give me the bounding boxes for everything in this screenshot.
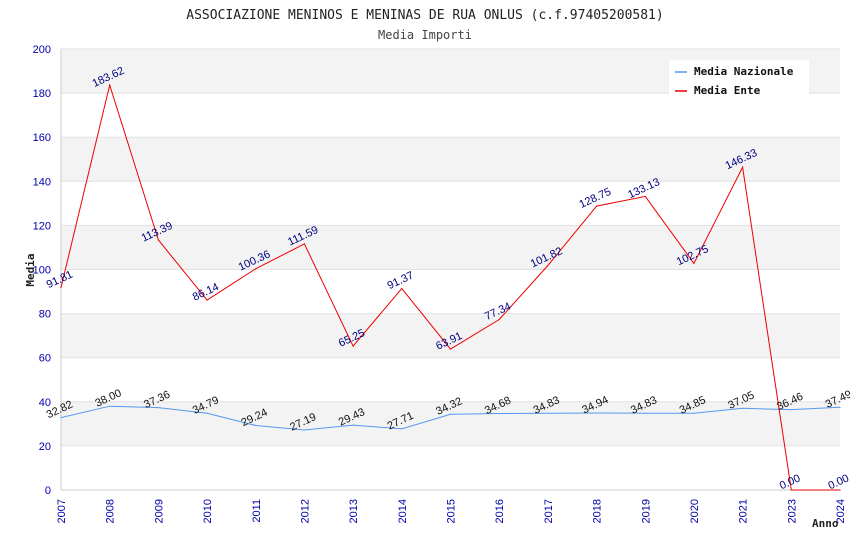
x-tick-label: 2009 bbox=[153, 499, 165, 523]
grid-band bbox=[61, 401, 840, 446]
legend: Media Nazionale Media Ente bbox=[669, 60, 809, 98]
legend-box bbox=[669, 60, 809, 98]
data-point bbox=[352, 424, 354, 426]
y-tick-label: 80 bbox=[39, 309, 51, 321]
x-tick-label: 2011 bbox=[251, 499, 263, 523]
data-point bbox=[547, 264, 549, 267]
data-point bbox=[157, 407, 159, 409]
y-tick-label: 200 bbox=[33, 44, 51, 56]
x-tick-label: 2021 bbox=[738, 499, 750, 523]
series-lines bbox=[60, 83, 841, 491]
x-tick-label: 2024 bbox=[835, 499, 847, 523]
x-tick-label: 2007 bbox=[56, 499, 68, 523]
data-point bbox=[498, 318, 500, 321]
data-point bbox=[206, 299, 208, 301]
y-tick-label: 120 bbox=[33, 220, 51, 232]
data-point bbox=[547, 412, 549, 414]
data-point bbox=[401, 287, 403, 290]
data-point bbox=[790, 489, 792, 491]
data-point bbox=[303, 429, 306, 431]
x-tick-label: 2014 bbox=[397, 499, 409, 523]
x-tick-label: 2020 bbox=[689, 499, 701, 523]
x-tick-label: 2008 bbox=[105, 499, 117, 523]
x-axis-label: Anno bbox=[812, 517, 839, 530]
data-point bbox=[742, 166, 744, 168]
data-point bbox=[498, 412, 500, 415]
x-tick-label: 2016 bbox=[494, 499, 506, 523]
data-point bbox=[303, 243, 306, 245]
data-point bbox=[401, 428, 403, 430]
x-tick-label: 2018 bbox=[592, 499, 604, 523]
y-tick-label: 0 bbox=[45, 485, 51, 497]
y-tick-label: 180 bbox=[33, 88, 51, 100]
y-tick-label: 60 bbox=[39, 353, 51, 365]
x-tick-labels: 2007 2008 2009 2010 2011 2012 2013 2014 2015 2016… bbox=[56, 499, 847, 523]
data-point bbox=[693, 412, 695, 414]
x-tick-label: 2019 bbox=[640, 499, 652, 523]
data-point bbox=[157, 239, 159, 241]
x-tick-label: 2017 bbox=[543, 499, 555, 523]
legend-label-media-nazionale: Media Nazionale bbox=[694, 65, 794, 78]
x-tick-label: 2010 bbox=[202, 499, 214, 523]
data-point bbox=[839, 406, 841, 408]
chart-subtitle: Media Importi bbox=[378, 28, 472, 42]
y-tick-label: 20 bbox=[39, 441, 51, 453]
grid-band bbox=[61, 313, 840, 358]
data-point bbox=[109, 84, 111, 86]
legend-label-media-ente: Media Ente bbox=[694, 84, 761, 97]
data-point bbox=[449, 348, 452, 350]
data-point bbox=[742, 407, 744, 409]
grid-band bbox=[61, 225, 840, 270]
y-tick-label: 40 bbox=[39, 397, 51, 409]
data-point bbox=[790, 409, 792, 411]
data-point bbox=[449, 413, 452, 415]
data-point bbox=[693, 262, 695, 265]
chart-title: ASSOCIAZIONE MENINOS E MENINAS DE RUA ON… bbox=[186, 8, 663, 23]
data-point bbox=[255, 424, 257, 427]
x-tick-label: 2015 bbox=[446, 499, 458, 523]
y-tick-label: 160 bbox=[33, 132, 51, 144]
y-tick-label: 140 bbox=[33, 176, 51, 188]
y-axis-label: Media bbox=[24, 253, 37, 286]
data-point bbox=[60, 417, 62, 419]
x-tick-label: 2013 bbox=[348, 499, 360, 523]
grid-band bbox=[61, 137, 840, 182]
x-tick-label: 2023 bbox=[786, 499, 798, 523]
data-point bbox=[595, 205, 598, 207]
data-point bbox=[109, 405, 111, 407]
data-point bbox=[206, 412, 208, 414]
data-point bbox=[839, 489, 841, 491]
x-tick-label: 2012 bbox=[299, 499, 311, 523]
data-point bbox=[255, 268, 257, 270]
data-point bbox=[644, 195, 646, 198]
data-point bbox=[60, 286, 62, 289]
data-point bbox=[644, 412, 646, 414]
data-point bbox=[352, 345, 354, 347]
y-tick-labels: 0 20 40 60 80 100 120 140 160 180 200 bbox=[33, 44, 51, 497]
y-tick-label: 100 bbox=[33, 265, 51, 277]
data-point bbox=[595, 412, 598, 414]
